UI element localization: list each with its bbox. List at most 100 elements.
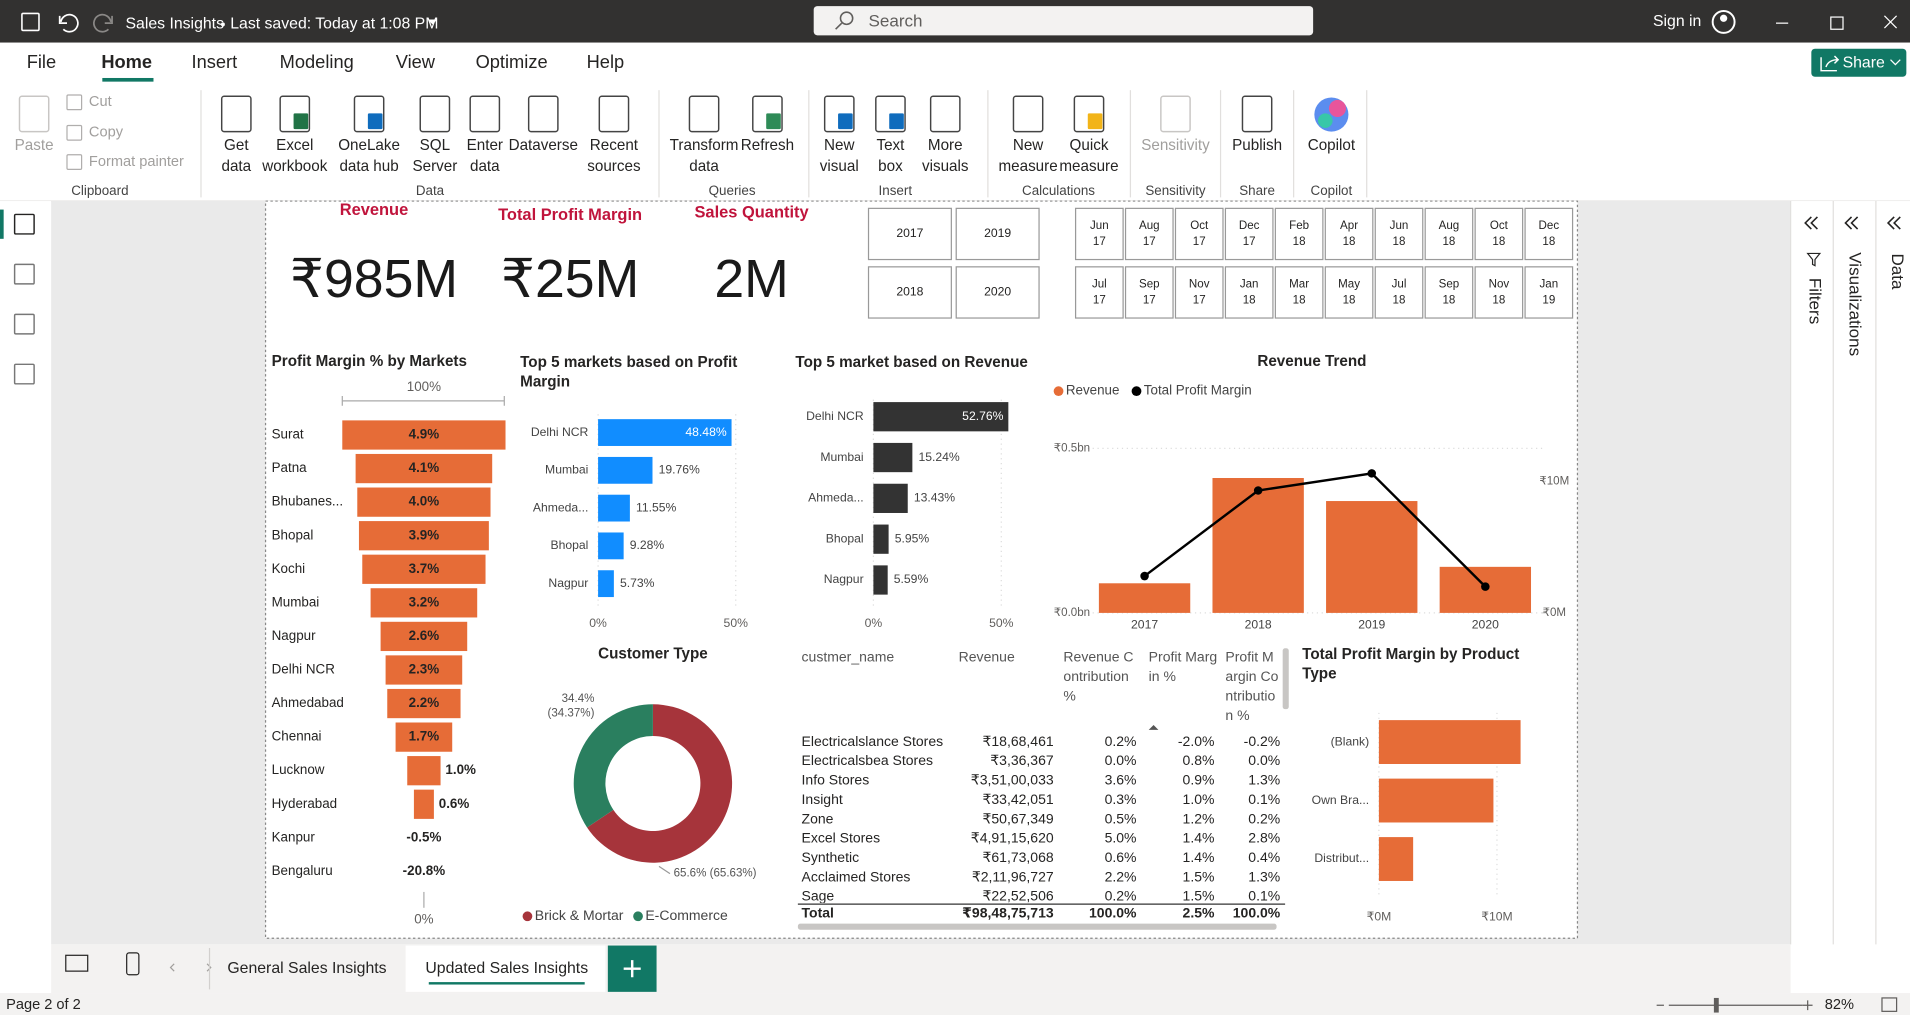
ribbon-button[interactable]: Copy [89,125,124,141]
ribbon-button[interactable]: SQL [420,137,450,154]
ribbon-group-label: Insert [879,183,913,198]
table-cell: Insight [802,791,843,807]
nav-icon[interactable] [13,213,35,235]
ribbon-button[interactable]: workbook [261,158,328,175]
pane-collapse [1886,216,1901,230]
menu-tab[interactable]: Help [587,51,625,72]
ribbon-button[interactable]: Dataverse [509,137,578,154]
ribbon-button[interactable]: Enter [467,137,503,154]
slicer-button[interactable] [1474,207,1524,261]
slicer-button[interactable] [867,207,952,261]
ribbon-icon [875,95,906,133]
slicer-button[interactable] [1474,266,1524,319]
funnel-bar [362,554,486,584]
ribbon-button[interactable]: Cut [89,94,112,110]
ribbon-button[interactable]: Sensitivity [1141,137,1210,154]
ribbon-button[interactable]: data hub [339,158,398,175]
slicer-button[interactable] [1174,207,1224,261]
slicer-button[interactable] [955,207,1040,261]
maximize[interactable] [1830,16,1844,30]
desktop-icon[interactable] [65,954,89,972]
account-icon[interactable] [1711,9,1736,34]
ribbon-button[interactable]: Recent [590,137,639,154]
menu-tab[interactable]: Optimize [476,51,548,72]
ribbon-button[interactable]: Paste [15,137,54,154]
ribbon-button[interactable]: OneLake [338,137,400,154]
ribbon-button[interactable]: Format painter [89,154,184,170]
slicer-button[interactable] [1224,266,1274,319]
pane-title[interactable]: Visualizations [1845,252,1864,356]
ribbon-button[interactable]: New [1013,137,1044,154]
save-icon[interactable] [21,12,40,32]
ribbon-button[interactable]: Refresh [741,137,794,154]
slicer-button[interactable] [955,266,1040,319]
ribbon-button[interactable]: data [222,158,252,175]
slicer-button[interactable] [1174,266,1224,319]
status-bar [0,993,1910,1015]
slicer-button[interactable] [1274,266,1324,319]
ribbon-small-icon [66,154,83,170]
slicer-button[interactable] [1224,207,1274,261]
slicer-button[interactable] [1074,266,1124,319]
ribbon-button[interactable]: visuals [922,158,969,175]
nav-icon[interactable] [13,263,35,285]
phone-icon[interactable] [126,952,140,976]
visual-title-box: Top 5 market based on Revenue [795,353,1027,370]
zoom-thumb[interactable] [1713,997,1719,1013]
slicer-button[interactable] [1074,207,1124,261]
slicer-button[interactable] [1374,207,1424,261]
fit-page[interactable] [1881,997,1898,1012]
slicer-button[interactable] [1124,266,1174,319]
ribbon-button[interactable]: New [824,137,855,154]
menu-tab[interactable]: Modeling [280,51,354,72]
ribbon-button[interactable]: Excel [276,137,313,154]
table-body: Electricalslance Stores ₹18,68,461 0.2% -2.… [802,733,1281,903]
ribbon-button[interactable]: visual [820,158,859,175]
ribbon-button[interactable]: Copilot [1308,137,1356,154]
ribbon-button[interactable]: Publish [1232,137,1282,154]
slicer-button[interactable] [1324,207,1374,261]
menu-tab[interactable]: Home [101,51,152,72]
slicer-button[interactable] [1374,266,1424,319]
ribbon-button[interactable]: measure [998,158,1057,175]
page-tab-label[interactable]: Updated Sales Insights [425,960,588,977]
slicer-button[interactable] [1524,207,1574,261]
ribbon-button[interactable]: Server [412,158,457,175]
ribbon-button[interactable]: box [878,158,903,175]
sign-in[interactable]: Sign in [1653,13,1701,30]
menu-tab[interactable]: File [27,51,56,72]
slicer-button[interactable] [1524,266,1574,319]
search-placeholder[interactable]: Search [869,11,923,30]
menu-tab[interactable]: Insert [192,51,238,72]
slicer-button[interactable] [867,266,952,319]
ribbon-button[interactable]: data [470,158,500,175]
data-label: 9.28% [630,538,665,552]
category-label: Lucknow [272,762,325,777]
ribbon-button[interactable]: Quick [1070,137,1109,154]
ribbon-button[interactable]: sources [587,158,641,175]
slicer-button[interactable] [1124,207,1174,261]
category-label: Delhi NCR [272,662,336,677]
slicer-button[interactable] [1424,266,1474,319]
bar [1326,501,1418,613]
slicer-button[interactable] [1274,207,1324,261]
nav-icon[interactable] [13,313,35,335]
ribbon-button[interactable]: data [689,158,719,175]
ribbon-button[interactable]: Get [224,137,249,154]
menu-tab[interactable]: View [396,51,436,72]
search-box[interactable] [813,6,1314,36]
pane-title[interactable]: Data [1888,253,1907,290]
pane-title[interactable]: Filters [1805,278,1824,324]
ribbon-button[interactable]: Transform [670,137,739,154]
ribbon-button[interactable]: measure [1059,158,1118,175]
card-value: ₹25M [501,249,639,309]
ribbon-icon-accent [766,113,781,130]
ribbon-button[interactable]: More [928,137,963,154]
slicer-button[interactable] [1424,207,1474,261]
nav-icon[interactable] [13,363,35,385]
table-cell: 3.6% [1105,772,1137,788]
slicer-button[interactable] [1324,266,1374,319]
page-tab-label[interactable]: General Sales Insights [227,960,386,977]
table-total-cell: Total [802,905,834,921]
ribbon-button[interactable]: Text [876,137,905,154]
